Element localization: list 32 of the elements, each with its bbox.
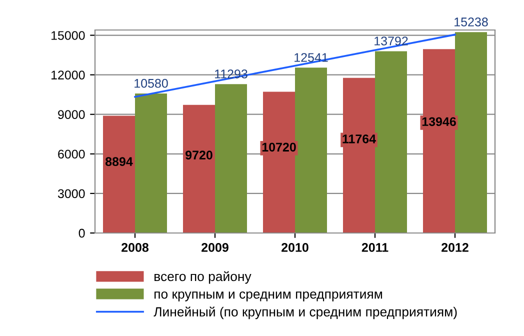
- bar: [295, 68, 327, 233]
- data-label: 11293: [215, 70, 248, 78]
- bar: [135, 94, 167, 233]
- y-tick-label: 9000: [58, 110, 85, 120]
- data-label: 9720: [186, 150, 212, 160]
- line-series: [134, 34, 456, 98]
- data-label: 8894: [105, 157, 133, 166]
- data-label: 13792: [374, 36, 408, 46]
- legend-label: Линейный (по крупным и средним предприятиям): [154, 306, 457, 320]
- y-tick-label: 12000: [51, 70, 85, 80]
- y-tick-label: 3000: [58, 189, 85, 198]
- bar: [375, 51, 407, 233]
- x-tick-label: 2010: [282, 243, 308, 252]
- x-tick-label: 2012: [442, 243, 468, 252]
- bar: [183, 104, 215, 233]
- x-tick-label: 2008: [122, 243, 149, 252]
- legend-label: всего по району: [154, 271, 252, 284]
- bar: [215, 84, 247, 233]
- legend-label: по крупным и средним предприятиям: [154, 291, 382, 302]
- bar: [455, 32, 487, 233]
- data-label: 15238: [454, 18, 488, 26]
- data-label: 10580: [134, 78, 168, 88]
- data-label: 10720: [262, 142, 296, 152]
- data-label: 11764: [342, 134, 376, 144]
- bar: [103, 116, 135, 233]
- y-tick-label: 15000: [51, 31, 85, 40]
- x-tick-label: 2011: [362, 243, 388, 252]
- y-tick-label: 0: [78, 228, 85, 238]
- x-tick-label: 2009: [202, 243, 228, 252]
- data-label: 12541: [294, 53, 328, 62]
- data-label: 13946: [422, 117, 456, 126]
- y-tick-label: 6000: [58, 150, 85, 159]
